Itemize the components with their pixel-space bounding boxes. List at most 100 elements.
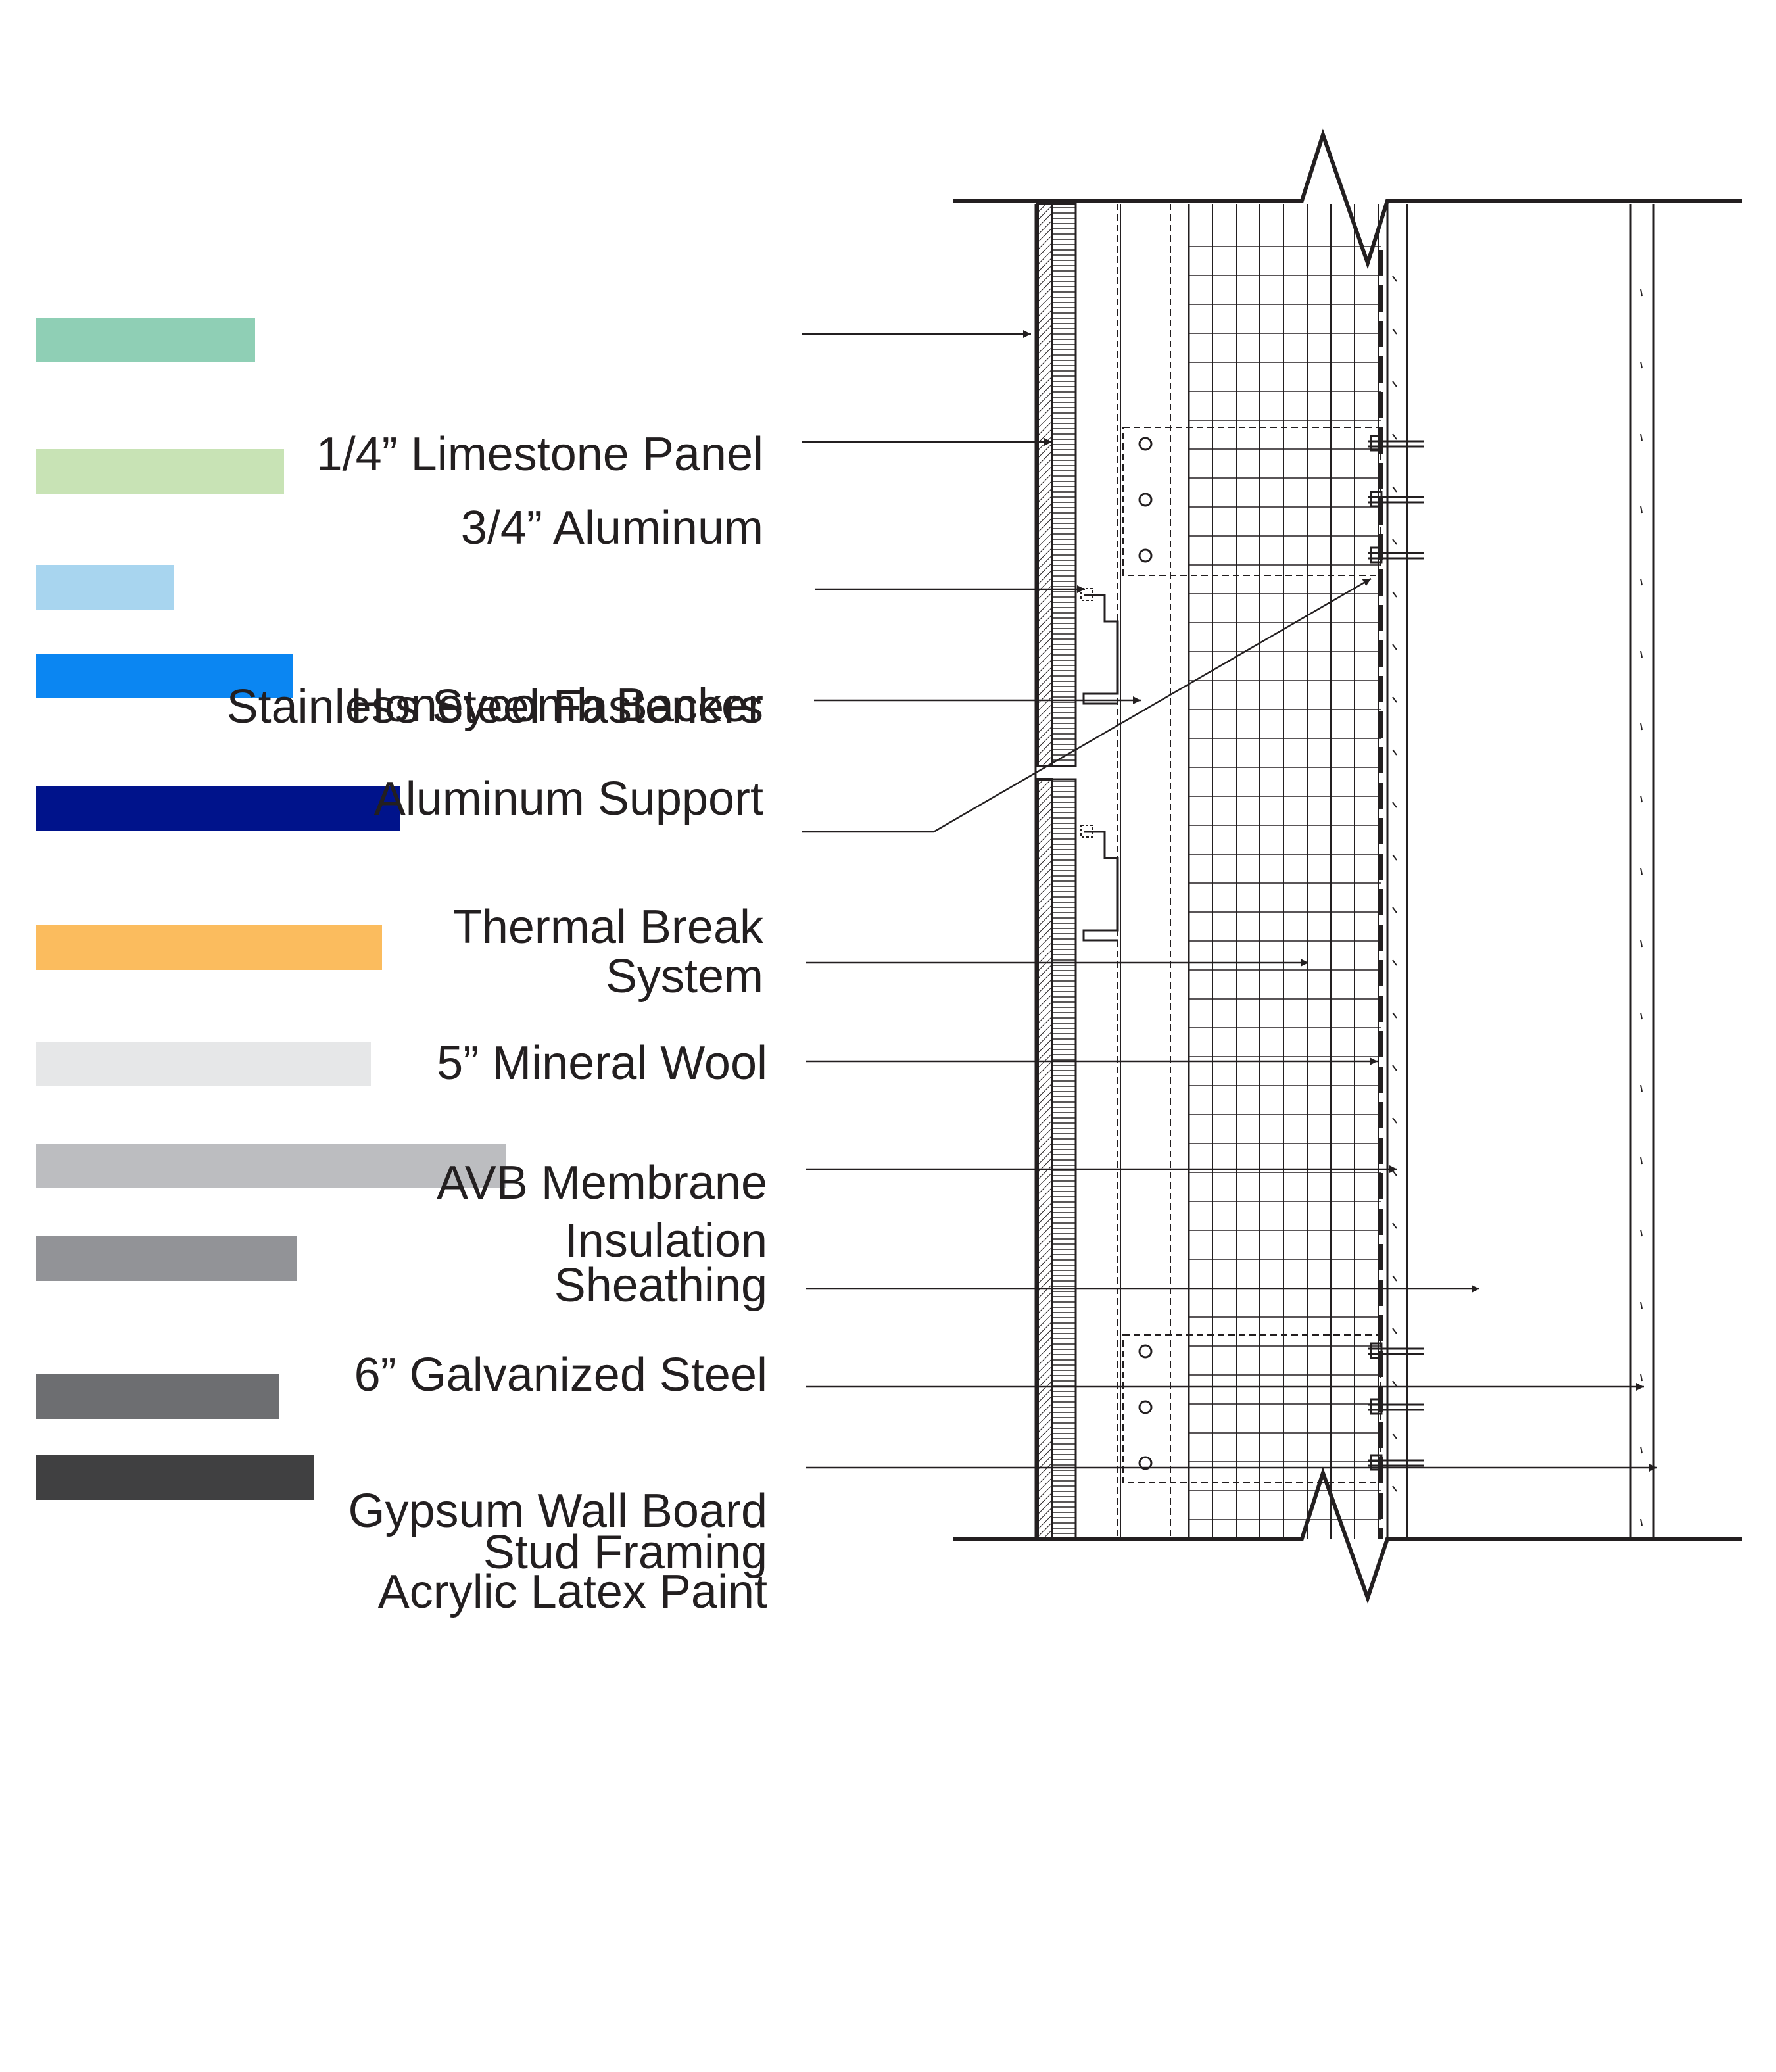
sheathing-speck [1392, 539, 1397, 545]
fastener-head [1370, 435, 1383, 452]
sheathing-speck [1392, 907, 1397, 913]
gypsum-speck [1640, 795, 1643, 803]
label-line: Thermal Break [452, 901, 763, 953]
legend-label-avb: AVB Membrane [437, 1035, 767, 1331]
sheathing-speck [1392, 1275, 1397, 1282]
legend-swatch-paint [36, 1455, 314, 1500]
gypsum-speck [1640, 1084, 1643, 1092]
legend-label-fasteners: Stainless Steel Fasteners [227, 559, 763, 855]
gypsum-speck [1640, 289, 1643, 297]
limestone-panel-upper [1036, 203, 1053, 767]
sheathing-speck [1392, 696, 1397, 703]
sheathing-speck [1392, 1485, 1397, 1492]
gypsum-speck [1640, 1301, 1643, 1309]
honeycomb-backer-lower [1051, 778, 1077, 1540]
sheathing-speck [1392, 486, 1397, 493]
legend-swatch-limestone [36, 318, 255, 362]
limestone-panel-lower [1036, 778, 1053, 1540]
bolt-hole [1138, 437, 1153, 451]
legend-label-limestone: 1/4” Limestone Panel [316, 306, 763, 602]
bolt-hole [1138, 548, 1153, 563]
gypsum-speck [1640, 650, 1643, 658]
label-line: AVB Membrane [437, 1157, 767, 1209]
sheathing-speck [1392, 1012, 1397, 1019]
gypsum-speck [1640, 1446, 1643, 1454]
fastener-head [1370, 546, 1383, 564]
gypsum-speck [1640, 940, 1643, 948]
gypsum-speck [1640, 361, 1643, 369]
sheathing-speck [1392, 591, 1397, 598]
label-line: Sheathing [554, 1259, 767, 1312]
sheathing-speck [1392, 959, 1397, 966]
sheathing-speck [1392, 1380, 1397, 1387]
support-bracket [1122, 1334, 1381, 1483]
sheathing-speck [1392, 381, 1397, 387]
sheathing-speck [1392, 1117, 1397, 1124]
sheathing-speck [1392, 328, 1397, 335]
label-line: Stud Framing [483, 1526, 767, 1579]
label-line: Stainless Steel Fasteners [226, 681, 763, 733]
legend-swatch-avb [36, 1042, 371, 1086]
gypsum-speck [1640, 723, 1643, 731]
legend-swatch-mineral-wool [36, 925, 382, 970]
label-line: 5” Mineral Wool [437, 1037, 767, 1090]
leader-thermal [802, 577, 1372, 833]
sheathing-speck [1392, 644, 1397, 650]
legend-swatch-studs [36, 1236, 297, 1281]
sheathing-speck [1392, 749, 1397, 756]
top-break-line [953, 128, 1742, 270]
gypsum-speck [1640, 1518, 1643, 1526]
label-line: Acrylic Latex Paint [377, 1566, 767, 1618]
sheathing-speck [1392, 1433, 1397, 1439]
fastener-head [1370, 491, 1383, 508]
bottom-break-line [953, 1466, 1742, 1604]
fastener-head [1370, 1454, 1383, 1471]
gypsum-speck [1640, 867, 1643, 875]
bolt-hole [1138, 1456, 1153, 1470]
sheathing-speck [1392, 1222, 1397, 1229]
sheathing-speck [1392, 802, 1397, 808]
sheathing-speck [1392, 1170, 1397, 1176]
sheathing-speck [1392, 276, 1397, 282]
label-line: 3/4” Aluminum [460, 502, 763, 554]
legend-label-mineral-wool: 5” Mineral Wool Insulation [437, 915, 767, 1389]
bolt-hole [1138, 493, 1153, 507]
gypsum-speck [1640, 1157, 1643, 1165]
bolt-hole [1138, 1400, 1153, 1414]
legend-swatch-fasteners [36, 565, 174, 610]
support-clip [1082, 831, 1119, 942]
support-clip [1082, 594, 1119, 705]
bolt-hole [1138, 1344, 1153, 1359]
gypsum-speck [1640, 433, 1643, 441]
legend-label-gypsum: Gypsum Wall Board [348, 1363, 767, 1659]
gypsum-speck [1640, 1229, 1643, 1237]
sheathing-speck [1392, 433, 1397, 440]
gypsum-speck [1640, 1374, 1643, 1382]
legend-swatch-thermal [36, 786, 400, 831]
label-line: Honeycomb Backer [350, 679, 763, 732]
legend-label-thermal: Thermal Break [453, 779, 763, 1075]
legend-label-sheathing: Sheathing [554, 1138, 767, 1434]
label-line: Insulation [564, 1215, 767, 1267]
gypsum-speck [1640, 506, 1643, 514]
gypsum-speck [1640, 578, 1643, 586]
support-clip-fastener [1080, 825, 1093, 838]
sheathing-speck [1392, 1065, 1397, 1071]
label-line: System [605, 950, 763, 1003]
sheathing-speck [1392, 854, 1397, 861]
support-clip-fastener [1080, 588, 1093, 601]
fastener-head [1370, 1398, 1383, 1415]
legend-swatch-honeycomb [36, 449, 284, 494]
legend-swatch-support [36, 654, 293, 698]
label-line: 6” Galvanized Steel [354, 1349, 767, 1401]
sheathing-speck [1392, 1328, 1397, 1334]
label-line: 1/4” Limestone Panel [316, 428, 763, 481]
honeycomb-backer-upper [1051, 203, 1077, 767]
gypsum-speck [1640, 1012, 1643, 1020]
legend-swatch-sheathing [36, 1144, 506, 1188]
label-line: Gypsum Wall Board [348, 1485, 767, 1537]
legend-swatch-gypsum [36, 1374, 279, 1419]
legend-label-support: Aluminum Support System [374, 651, 763, 1124]
